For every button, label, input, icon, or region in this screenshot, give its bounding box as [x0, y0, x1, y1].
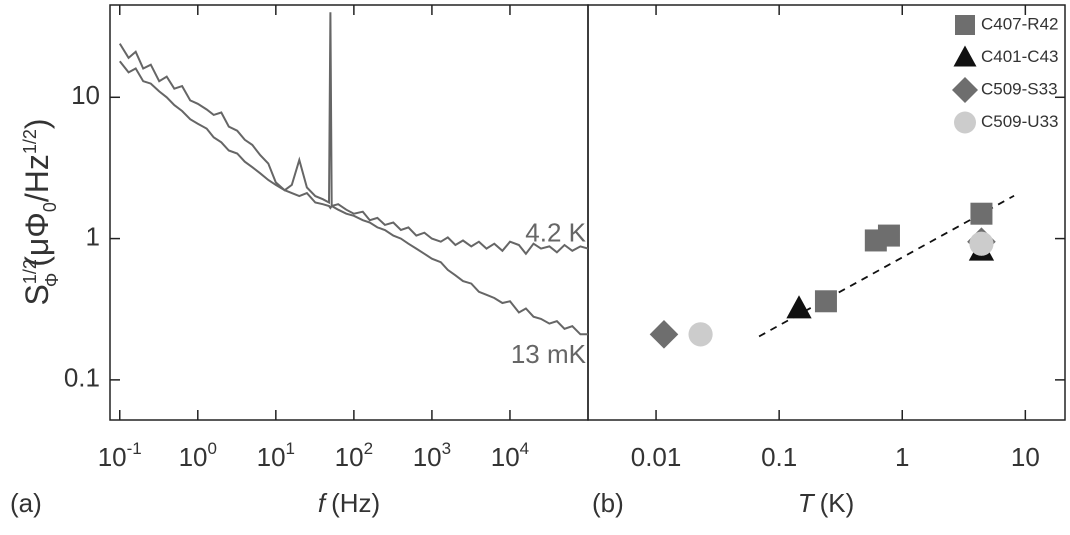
y-tick-label: 0.1: [64, 363, 100, 393]
x-tick-label: 0.01: [631, 442, 682, 472]
x-tick-label: 1: [895, 442, 909, 472]
marker-circle: [688, 322, 713, 347]
marker-diamond: [649, 320, 679, 349]
x-tick-label: 10: [1011, 442, 1040, 472]
x-tick-exponent: 2: [364, 439, 373, 458]
marker-square: [814, 290, 837, 313]
y-label-part: ): [19, 118, 55, 129]
x-tick-exponent: 3: [442, 439, 451, 458]
x-label-var: f: [318, 488, 328, 518]
y-label-part: 1/2: [20, 129, 40, 154]
marker-circle: [954, 111, 976, 134]
marker-square: [970, 202, 993, 225]
x-tick-base: 10: [335, 442, 364, 472]
x-axis-label: f (Hz): [318, 488, 380, 518]
x-tick-base: 10: [257, 442, 286, 472]
legend-label: C509-U33: [981, 112, 1059, 131]
spectrum-line: [118, 12, 589, 256]
x-tick-base: 10: [179, 442, 208, 472]
x-axis-label: T (K): [798, 488, 855, 518]
x-tick-label: 10-1: [98, 439, 142, 472]
marker-square: [877, 224, 900, 247]
x-tick-exponent: 1: [286, 439, 295, 458]
spectrum-line: [119, 60, 588, 336]
x-tick-base: 10: [491, 442, 520, 472]
legend-label: C401-C43: [981, 47, 1059, 66]
y-label-part: S: [19, 284, 55, 305]
x-tick-exponent: 0: [208, 439, 217, 458]
marker-square: [955, 15, 975, 35]
x-tick-exponent: -1: [127, 439, 142, 458]
y-tick-label: 1: [86, 221, 100, 251]
x-tick-base: 10: [413, 442, 442, 472]
y-tick-label: 10: [71, 80, 100, 110]
y-label-part: 1/2: [20, 259, 40, 284]
x-tick-label: 100: [179, 439, 217, 472]
series-annotation: 13 mK: [511, 339, 587, 369]
y-label-part: (μΦ: [19, 212, 55, 267]
y-label-part: /Hz: [19, 154, 55, 202]
marker-triangle: [953, 45, 977, 67]
frame-b: [587, 4, 1066, 421]
x-label-unit: (Hz): [331, 488, 380, 518]
x-tick-label: 101: [257, 439, 295, 472]
x-tick-label: 103: [413, 439, 451, 472]
y-label-part: Φ: [42, 273, 62, 287]
series-annotation: 4.2 K: [525, 217, 586, 247]
x-label-var: T: [798, 488, 816, 518]
x-tick-label: 0.1: [761, 442, 797, 472]
y-label-part: 0: [40, 202, 60, 212]
legend-label: C509-S33: [981, 79, 1058, 98]
x-tick-exponent: 4: [520, 439, 529, 458]
marker-triangle: [786, 295, 812, 319]
x-label-unit: (K): [820, 488, 855, 518]
fit-line: [758, 194, 1015, 338]
x-tick-label: 104: [491, 439, 529, 472]
panel-label: (a): [10, 488, 42, 518]
y-axis-label: S1/2 Φ(μΦ0/Hz1/2): [19, 118, 62, 305]
marker-circle: [969, 231, 994, 256]
x-tick-base: 10: [98, 442, 127, 472]
legend-label: C407-R42: [981, 14, 1059, 33]
panel-label: (b): [592, 488, 624, 518]
marker-diamond: [952, 77, 978, 103]
x-tick-label: 102: [335, 439, 373, 472]
